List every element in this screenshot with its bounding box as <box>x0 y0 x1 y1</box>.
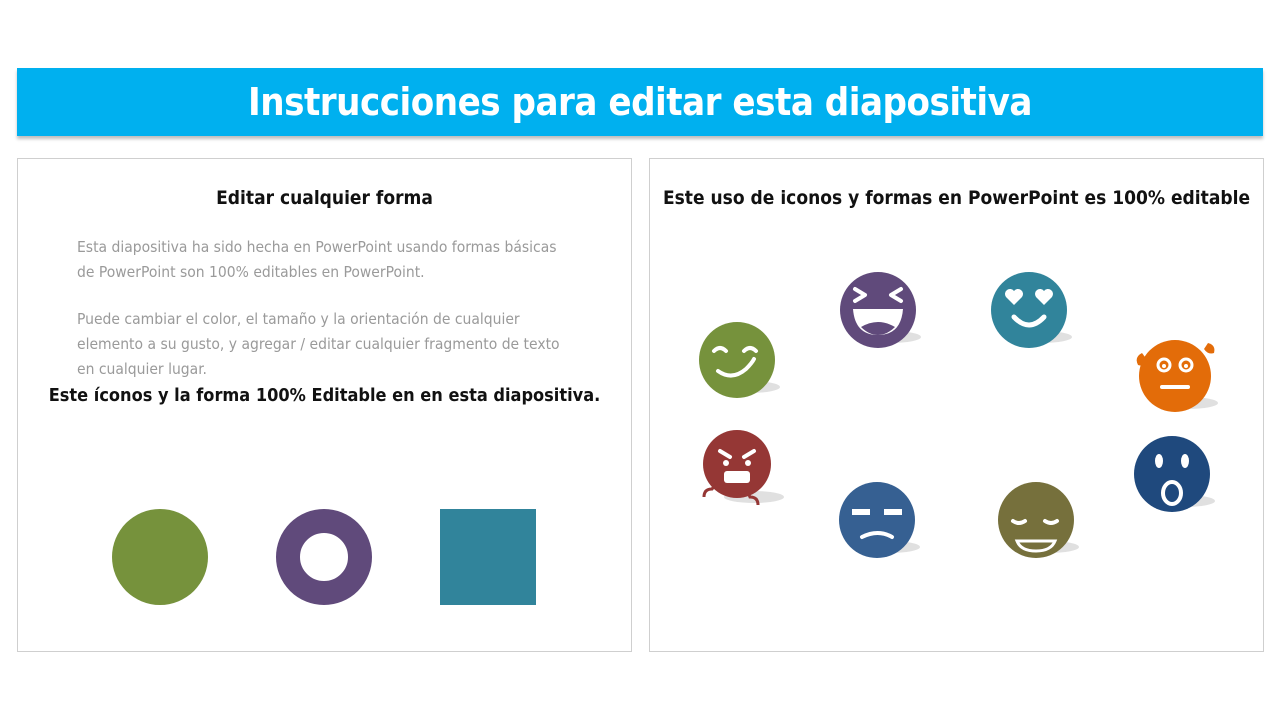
left-panel-heading: Editar cualquier forma <box>216 187 433 209</box>
surprised-face-icon[interactable] <box>1133 435 1215 513</box>
content-face-icon[interactable] <box>997 481 1079 559</box>
green-circle-shape[interactable] <box>112 509 208 605</box>
slide-title: Instrucciones para editar esta diapositi… <box>248 80 1032 124</box>
ring-fill <box>276 509 372 605</box>
square-fill <box>440 509 536 605</box>
left-panel: Editar cualquier forma Esta diapositiva … <box>17 158 632 652</box>
smirk-face-icon[interactable] <box>698 321 780 399</box>
purple-ring-shape[interactable] <box>276 509 372 605</box>
paragraph-two: Puede cambiar el color, el tamaño y la o… <box>77 310 560 378</box>
emphasis-text: Este íconos y la forma 100% Editable en … <box>48 385 601 406</box>
angry-steaming-face-icon[interactable] <box>702 430 784 509</box>
paragraph-one: Esta diapositiva ha sido hecha en PowerP… <box>77 238 557 281</box>
sweating-face-icon[interactable] <box>1136 337 1218 415</box>
heart-eyes-face-icon[interactable] <box>990 271 1072 349</box>
laughing-face-icon[interactable] <box>839 271 921 349</box>
teal-square-shape[interactable] <box>440 509 536 605</box>
circle-fill <box>112 509 208 605</box>
title-banner: Instrucciones para editar esta diapositi… <box>17 68 1263 136</box>
right-panel-heading: Este uso de iconos y formas en PowerPoin… <box>662 187 1251 209</box>
right-panel: Este uso de iconos y formas en PowerPoin… <box>649 158 1264 652</box>
annoyed-face-icon[interactable] <box>838 481 920 559</box>
